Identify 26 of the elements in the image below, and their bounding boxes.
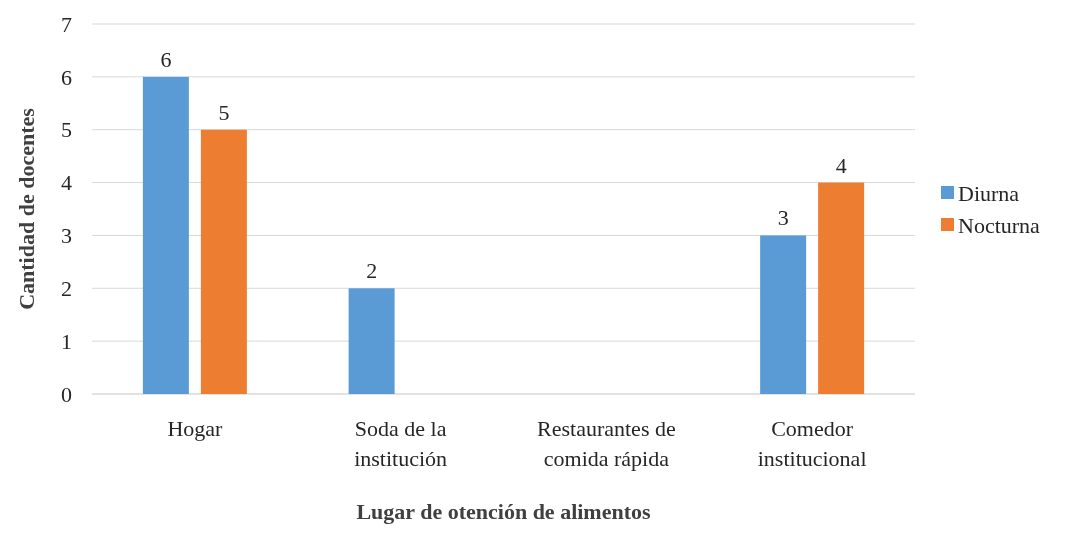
data-label: 4 bbox=[835, 152, 847, 178]
data-label: 5 bbox=[218, 99, 230, 125]
y-tick-label: 7 bbox=[61, 11, 72, 37]
y-tick-label: 4 bbox=[61, 170, 72, 196]
y-axis-title: Cantidad de docentes bbox=[14, 107, 39, 310]
data-label: 2 bbox=[366, 258, 378, 284]
x-axis-title: Lugar de otención de alimentos bbox=[356, 499, 652, 524]
y-tick-label: 1 bbox=[61, 328, 72, 354]
bar bbox=[818, 182, 865, 394]
data-label: 3 bbox=[777, 205, 789, 231]
legend-label: Nocturna bbox=[958, 212, 1041, 238]
legend-label: Diurna bbox=[958, 180, 1020, 206]
y-tick-label: 6 bbox=[61, 64, 72, 90]
bar bbox=[348, 288, 395, 394]
y-tick-label: 0 bbox=[61, 381, 72, 407]
x-tick-label: Restaurantes de comida rápida bbox=[537, 416, 676, 471]
x-tick-label: Soda de la institución bbox=[354, 416, 448, 471]
data-label: 6 bbox=[160, 46, 172, 72]
x-tick-label: Hogar bbox=[167, 416, 224, 441]
y-tick-label: 2 bbox=[61, 275, 72, 301]
bar bbox=[760, 235, 807, 394]
y-tick-label: 5 bbox=[61, 117, 72, 143]
bar bbox=[142, 76, 189, 394]
y-tick-label: 3 bbox=[61, 223, 72, 249]
x-tick-label: Comedor institucional bbox=[757, 416, 867, 471]
bar bbox=[200, 129, 247, 394]
